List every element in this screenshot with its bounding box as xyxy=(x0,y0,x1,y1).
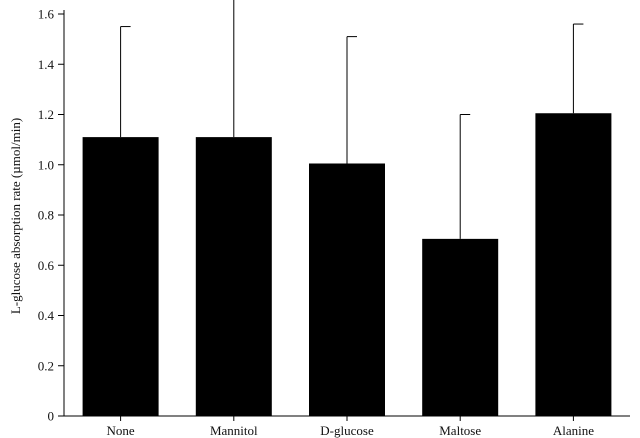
x-tick-label: D-glucose xyxy=(320,423,374,438)
x-tick-label: Mannitol xyxy=(210,423,258,438)
y-tick-label: 0 xyxy=(48,409,55,424)
x-tick-label: None xyxy=(107,423,135,438)
y-axis-title: L-glucose absorption rate (µmol/min) xyxy=(8,118,23,314)
y-tick-label: 0.4 xyxy=(38,308,55,323)
error-bars xyxy=(120,0,584,239)
y-tick-label: 1.4 xyxy=(38,57,55,72)
x-tick-label: Alanine xyxy=(553,423,594,438)
labels: 0 0.2 0.4 0.6 0.8 1.0 1.2 1.4 1.6 None Mannitol D-g… xyxy=(38,7,594,438)
bar xyxy=(82,137,159,417)
bars xyxy=(82,113,612,417)
y-tick-label: 0.2 xyxy=(38,358,54,373)
y-tick-label: 0.6 xyxy=(38,258,55,273)
y-tick-label: 1.2 xyxy=(38,107,54,122)
bar xyxy=(195,137,272,417)
x-tick-label: Maltose xyxy=(439,423,481,438)
bar xyxy=(422,238,499,416)
bar xyxy=(535,113,612,417)
y-tick-label: 1.6 xyxy=(38,7,55,22)
y-tick-label: 0.8 xyxy=(38,208,54,223)
bar xyxy=(309,163,385,416)
y-tick-label: 1.0 xyxy=(38,157,54,172)
